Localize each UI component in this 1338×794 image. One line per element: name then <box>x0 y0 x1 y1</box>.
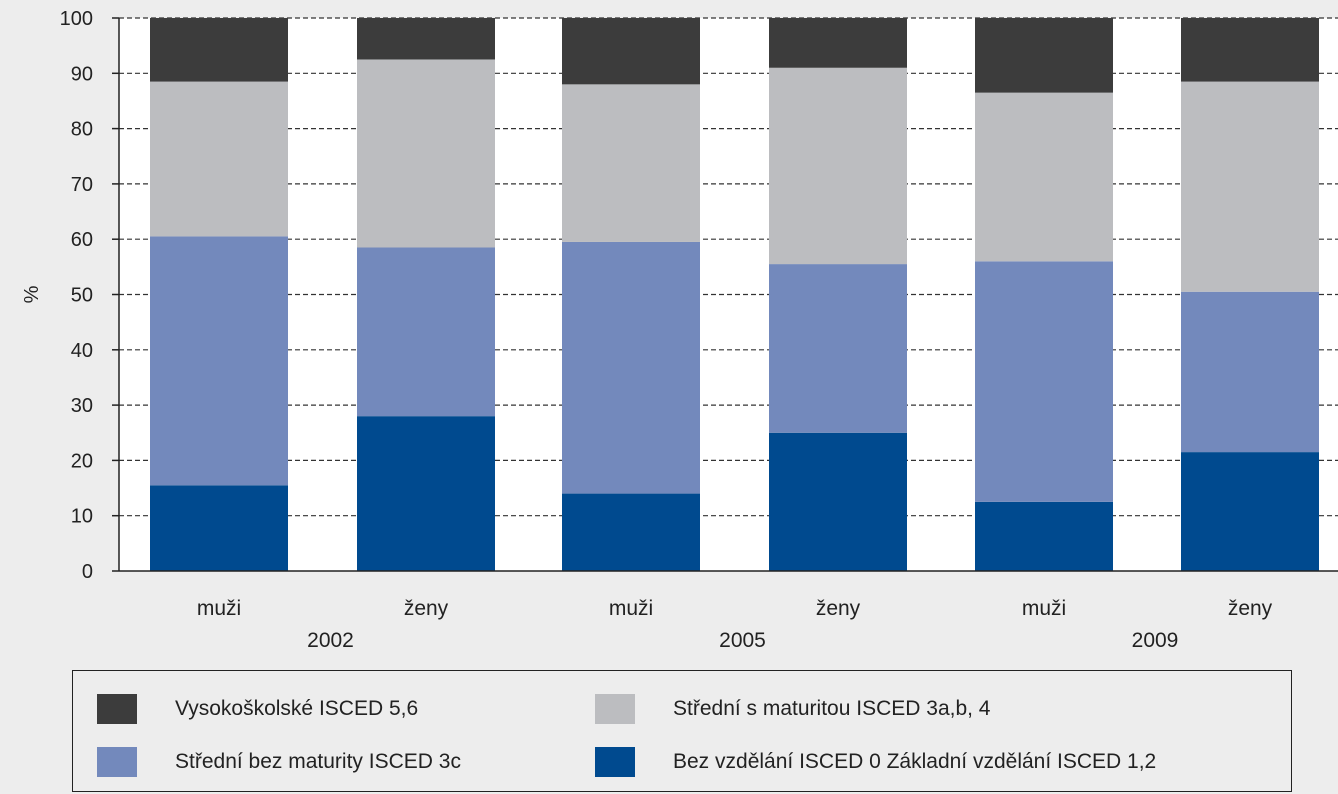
group-label: 2009 <box>1132 629 1179 652</box>
bar-segment <box>357 247 495 417</box>
x-tick-label: muži <box>1022 597 1066 620</box>
group-label: 2005 <box>719 629 766 652</box>
bar-segment <box>562 241 700 494</box>
legend-swatch-bez-vzdelani <box>595 747 635 777</box>
bar-segment <box>357 18 495 60</box>
y-tick-label: 50 <box>71 285 93 307</box>
legend-swatch-vysokoskolske <box>97 694 137 724</box>
y-tick-label: 20 <box>71 450 93 472</box>
bar-segment <box>975 501 1113 571</box>
legend-label-stredni-s-maturitou: Střední s maturitou ISCED 3a,b, 4 <box>673 697 991 720</box>
bar-segment <box>1181 452 1319 571</box>
x-tick-label: muži <box>197 597 241 620</box>
axes <box>112 17 1338 572</box>
bar-segment <box>562 493 700 571</box>
legend-swatch-stredni-s-maturitou <box>595 694 635 724</box>
x-tick-label: ženy <box>1228 597 1273 620</box>
x-tick-label: muži <box>609 597 653 620</box>
bar-segment <box>357 59 495 248</box>
y-tick-label: 100 <box>60 8 93 30</box>
bar-segment <box>150 485 288 571</box>
y-tick-label: 70 <box>71 174 93 196</box>
bar-segment <box>769 264 907 433</box>
y-tick-label: 60 <box>71 229 93 251</box>
bar-segment <box>975 18 1113 93</box>
bar-segment <box>1181 81 1319 292</box>
y-tick-label: 80 <box>71 119 93 141</box>
bars <box>150 18 1319 571</box>
y-tick-label: 90 <box>71 63 93 85</box>
bar-segment <box>769 18 907 68</box>
bar-segment <box>150 18 288 82</box>
x-tick-label: ženy <box>404 597 449 620</box>
bar-segment <box>562 84 700 242</box>
legend-item-bez-vzdelani: Bez vzdělání ISCED 0 Základní vzdělání I… <box>595 742 1156 782</box>
stacked-bar-chart: 0 10 20 30 40 50 60 70 80 90 100 muži ženy muži ženy mu… <box>21 8 1338 652</box>
legend-item-vysokoskolske: Vysokoškolské ISCED 5,6 <box>97 689 418 729</box>
legend-item-stredni-s-maturitou: Střední s maturitou ISCED 3a,b, 4 <box>595 689 990 729</box>
y-axis-label: % <box>21 285 43 303</box>
y-tick-label: 30 <box>71 395 93 417</box>
bar-segment <box>150 81 288 237</box>
bar-segment <box>769 67 907 265</box>
legend-item-stredni-bez-maturity: Střední bez maturity ISCED 3c <box>97 742 461 782</box>
legend-label-vysokoskolske: Vysokoškolské ISCED 5,6 <box>175 697 419 720</box>
y-tick-label: 40 <box>71 340 93 362</box>
bar-segment <box>562 18 700 85</box>
y-tick-label: 10 <box>71 506 93 528</box>
bar-segment <box>975 261 1113 502</box>
bar-segment <box>1181 291 1319 453</box>
bar-segment <box>357 416 495 571</box>
legend-label-bez-vzdelani: Bez vzdělání ISCED 0 Základní vzdělání I… <box>673 750 1157 773</box>
legend-label-stredni-bez-maturity: Střední bez maturity ISCED 3c <box>175 750 461 773</box>
legend: Vysokoškolské ISCED 5,6 Střední s maturi… <box>72 670 1292 792</box>
legend-swatch-stredni-bez-maturity <box>97 747 137 777</box>
labels: 0 10 20 30 40 50 60 70 80 90 100 muži ženy muži ženy mu… <box>21 8 1273 652</box>
x-tick-label: ženy <box>816 597 861 620</box>
bar-segment <box>769 432 907 571</box>
bar-segment <box>150 236 288 486</box>
y-tick-label: 0 <box>82 561 93 583</box>
bar-segment <box>975 92 1113 262</box>
grid-lines <box>119 17 1338 571</box>
group-label: 2002 <box>307 629 354 652</box>
bar-segment <box>1181 18 1319 82</box>
